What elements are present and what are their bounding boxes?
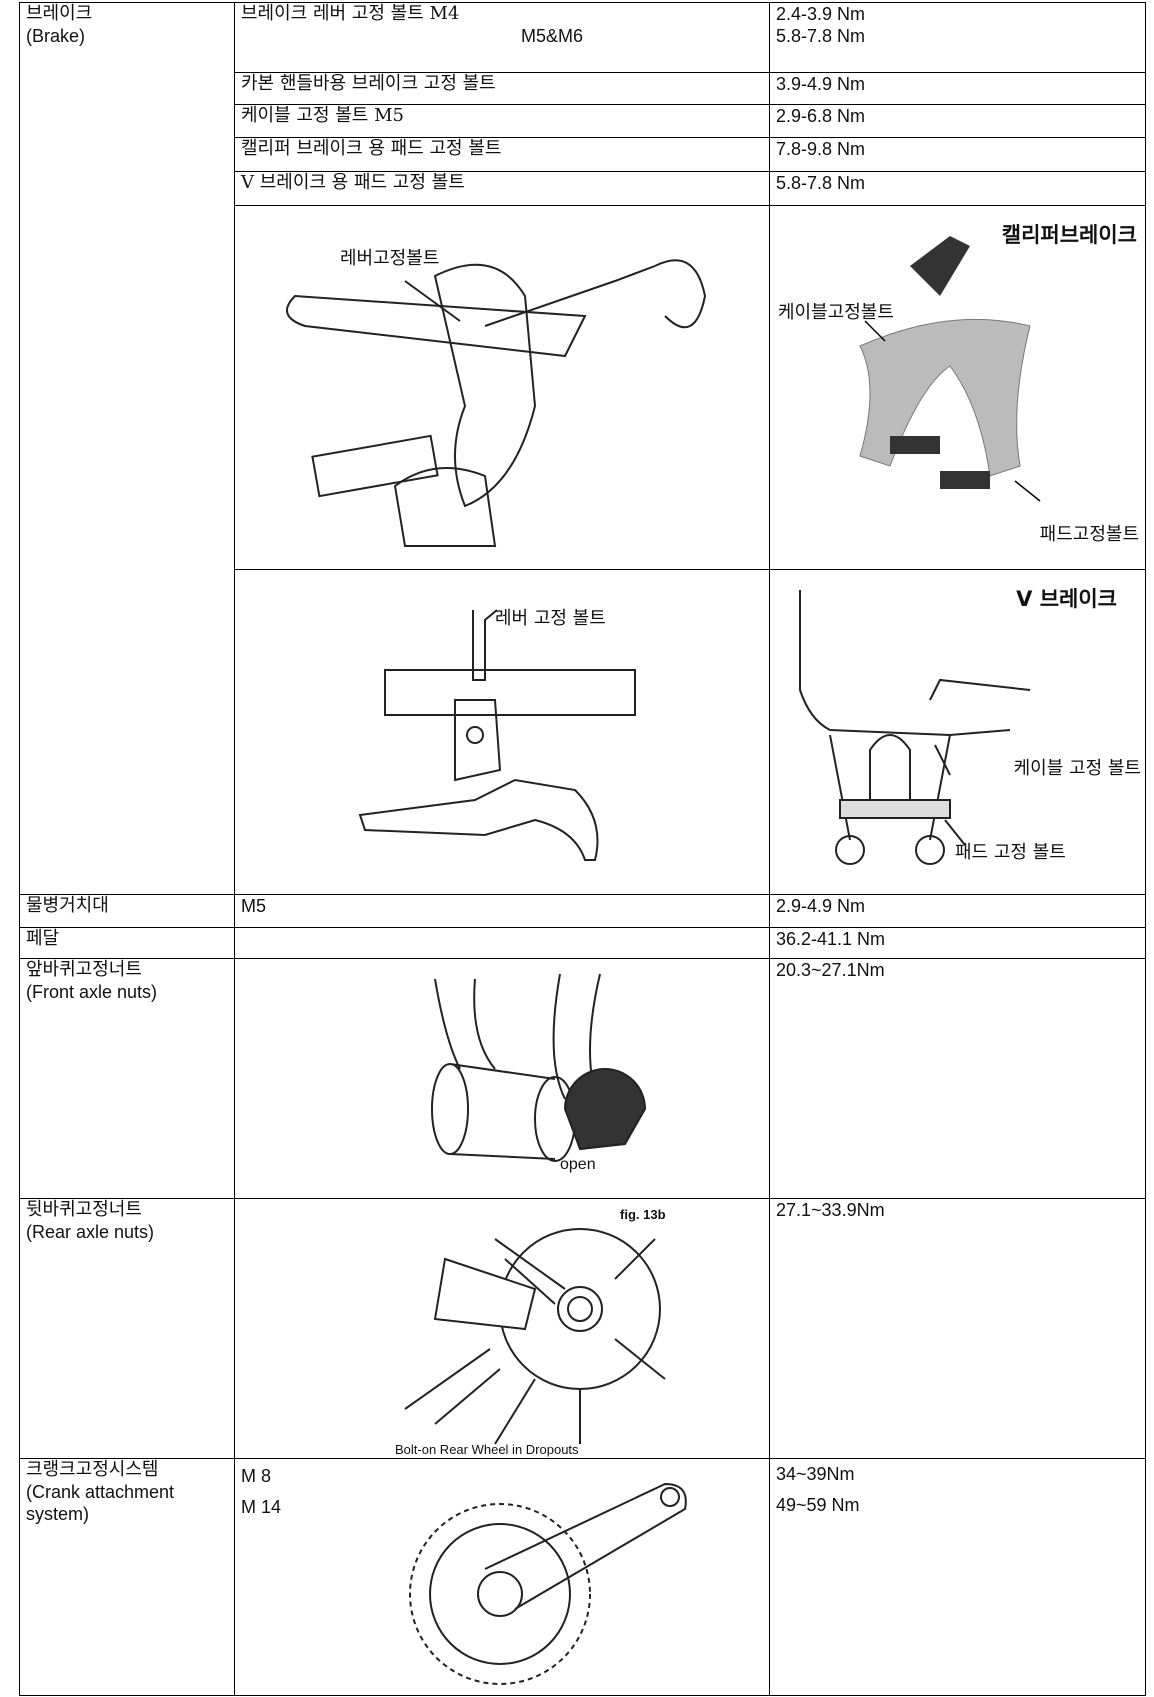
torque: 36.2-41.1 Nm	[769, 927, 1146, 959]
figure-cell: 레버 고정 볼트	[234, 569, 770, 895]
lever-illustration	[286, 259, 707, 547]
part-en: (Brake)	[26, 26, 86, 46]
figure-caption: Bolt-on Rear Wheel in Dropouts	[395, 1442, 579, 1457]
figure-cell: 레버고정볼트	[234, 205, 770, 570]
torque: 5.8-7.8 Nm	[769, 171, 1146, 206]
part-cell: 브레이크 (Brake)	[19, 2, 235, 895]
part-en: (Crank attachment system)	[26, 1482, 175, 1524]
torque-cell: 2.4-3.9 Nm 5.8-7.8 Nm	[769, 2, 1146, 73]
torque: 2.9-4.9 Nm	[769, 894, 1146, 928]
front-axle-illustration	[431, 973, 647, 1162]
spec: 카본 핸들바용 브레이크 고정 볼트	[234, 72, 770, 105]
figure-label: 케이블고정볼트	[778, 302, 894, 323]
spec-cell: 브레이크 레버 고정 볼트 M4 M5&M6	[234, 2, 770, 73]
figure-cell: M 8 M 14	[234, 1458, 770, 1696]
part: 물병거치대	[19, 894, 235, 928]
part-en: (Rear axle nuts)	[26, 1222, 155, 1242]
part: 브레이크	[26, 3, 93, 24]
spec: M5&M6	[521, 26, 584, 46]
caliper-illustration	[859, 236, 1041, 502]
spec-cell	[234, 927, 770, 959]
figure-label: 레버 고정 볼트	[495, 608, 606, 629]
v-brake-illustration	[799, 590, 1031, 865]
spec-list: M 8 M 14	[241, 1461, 281, 1523]
figure-title: fig. 13b	[620, 1207, 666, 1222]
part: 앞바퀴고정너트	[26, 959, 142, 980]
torque: 34~39Nm	[776, 1464, 855, 1484]
part-cell: 앞바퀴고정너트 (Front axle nuts)	[19, 958, 235, 1199]
torque: 27.1~33.9Nm	[769, 1198, 1146, 1459]
torque: 2.4-3.9 Nm	[776, 4, 866, 24]
torque: 5.8-7.8 Nm	[776, 26, 866, 46]
part: 뒷바퀴고정너트	[26, 1199, 142, 1220]
torque: 7.8-9.8 Nm	[769, 137, 1146, 172]
spec: M 8	[241, 1466, 272, 1486]
torque-cell: 34~39Nm 49~59 Nm	[769, 1458, 1146, 1696]
spec: 케이블 고정 볼트 M5	[234, 104, 770, 138]
figure-cell: 캘리퍼브레이크 케이블고정볼트 패드고정볼트	[769, 205, 1146, 570]
part-cell: 크랭크고정시스템 (Crank attachment system)	[19, 1458, 235, 1696]
figure-title: 캘리퍼브레이크	[1001, 223, 1137, 247]
part-cell: 뒷바퀴고정너트 (Rear axle nuts)	[19, 1198, 235, 1459]
spec: M5	[234, 894, 770, 928]
spec: M 14	[241, 1497, 282, 1517]
figure-label: 케이블 고정 볼트	[1013, 758, 1141, 779]
rear-axle-illustration	[404, 1228, 666, 1445]
figure-title: V 브레이크	[1016, 587, 1117, 611]
figure-label: 레버고정볼트	[340, 248, 440, 269]
torque: 3.9-4.9 Nm	[769, 72, 1146, 105]
crank-illustration	[409, 1482, 687, 1685]
spec: 브레이크 레버 고정 볼트 M4	[241, 3, 460, 24]
figure-cell: fig. 13b Bolt-on Rear Wheel in Dropouts	[234, 1198, 770, 1459]
v-lever-illustration	[358, 609, 636, 861]
figure-label: open	[560, 1156, 596, 1173]
figure-cell: open	[234, 958, 770, 1199]
part-en: (Front axle nuts)	[26, 982, 158, 1002]
torque: 20.3~27.1Nm	[769, 958, 1146, 1199]
torque-table: 브레이크 (Brake) 브레이크 레버 고정 볼트 M4 M5&M6 2.4-3.…	[19, 2, 1146, 1696]
part: 크랭크고정시스템	[26, 1459, 159, 1480]
torque: 2.9-6.8 Nm	[769, 104, 1146, 138]
torque: 49~59 Nm	[776, 1495, 860, 1515]
figure-label: 패드고정볼트	[1039, 524, 1139, 545]
spec: 캘리퍼 브레이크 용 패드 고정 볼트	[234, 137, 770, 172]
spec: V 브레이크 용 패드 고정 볼트	[234, 171, 770, 206]
figure-cell: V 브레이크 케이블 고정 볼트 패드 고정 볼트	[769, 569, 1146, 895]
figure-label: 패드 고정 볼트	[955, 842, 1066, 863]
part: 페달	[19, 927, 235, 959]
